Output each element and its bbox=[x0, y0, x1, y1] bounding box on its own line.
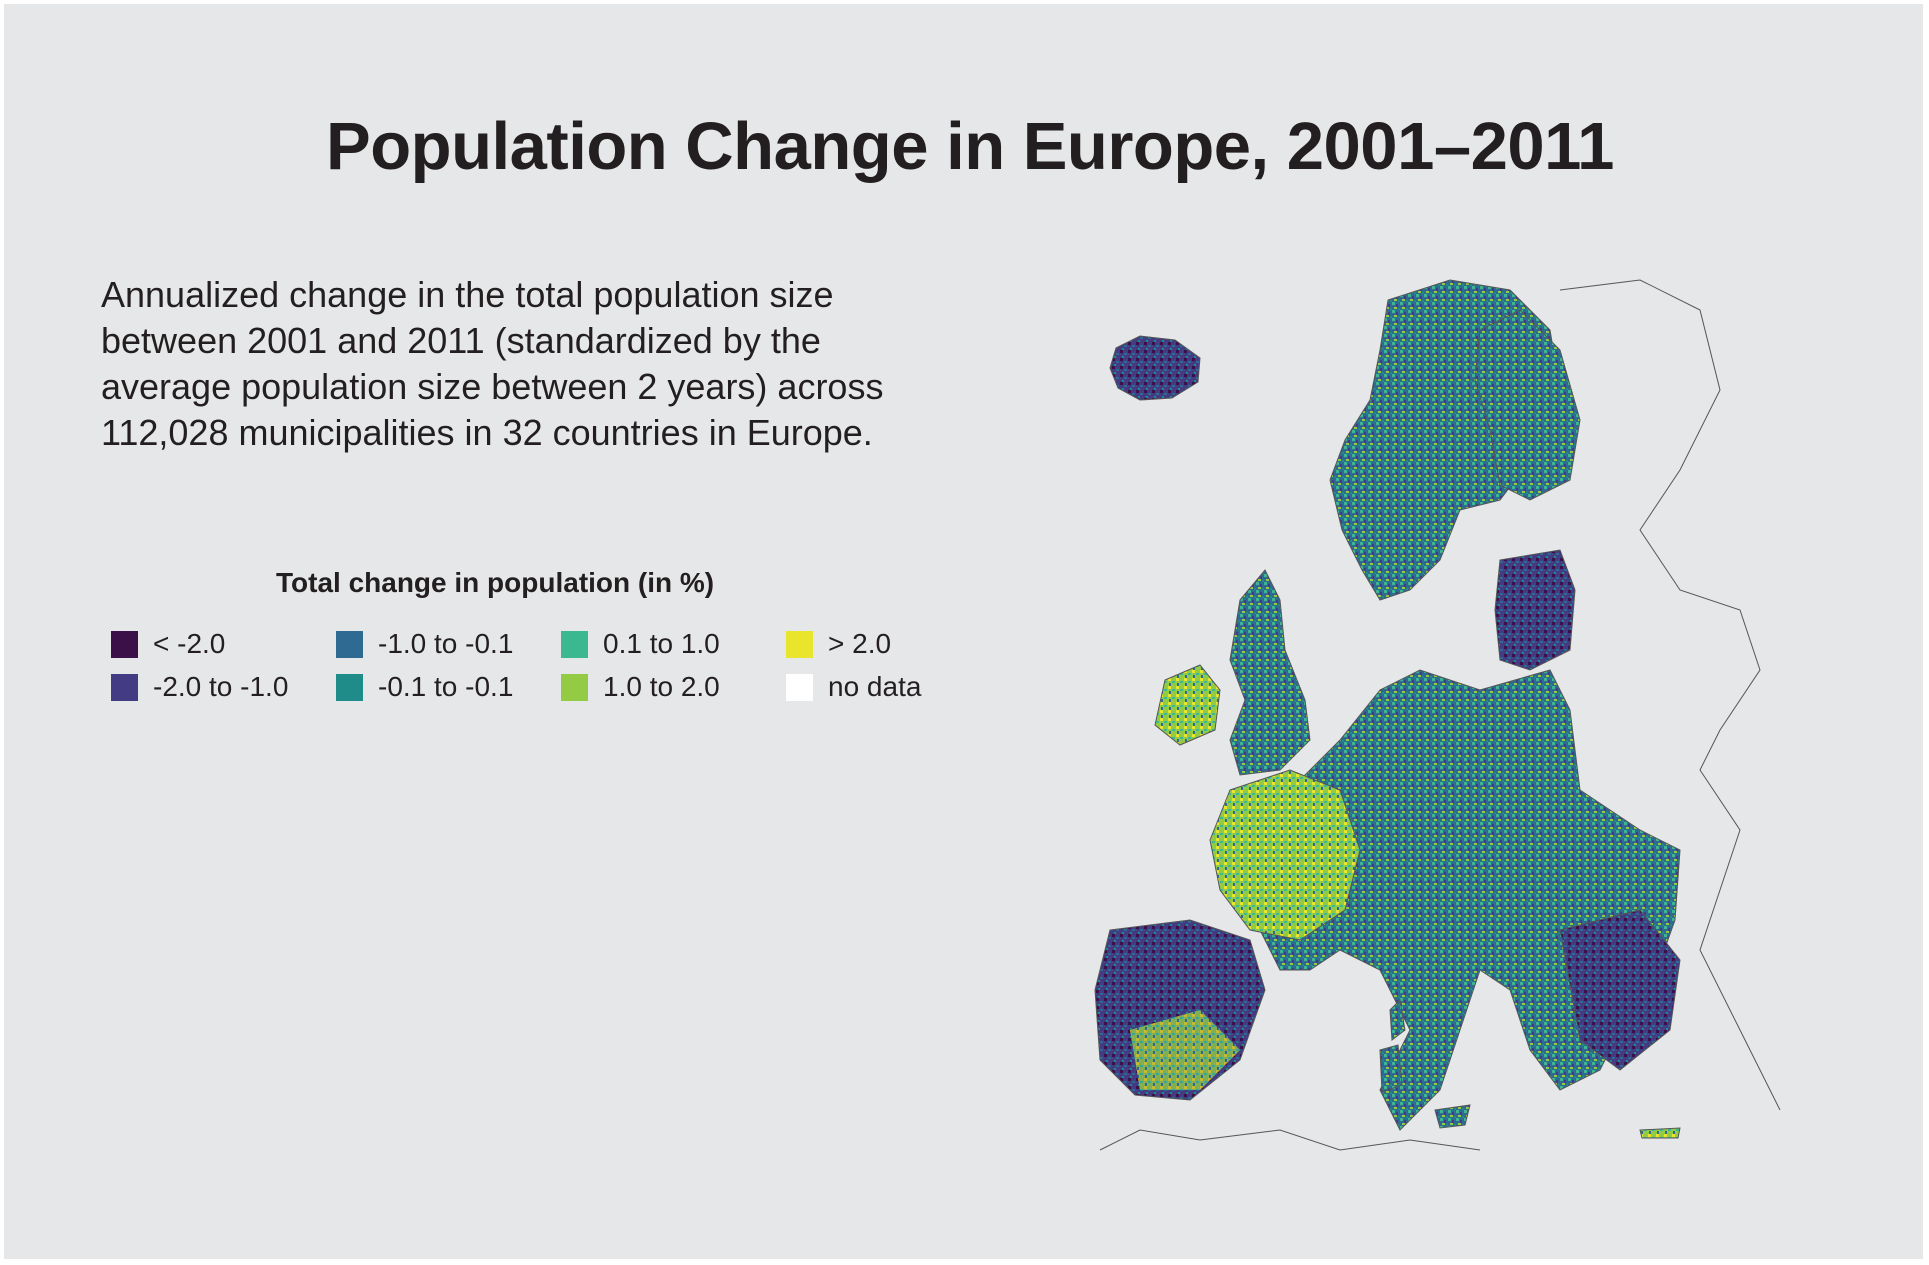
legend-label: > 2.0 bbox=[828, 628, 892, 659]
description-line: between 2001 and 2011 (standardized by t… bbox=[101, 320, 821, 361]
description-line: 112,028 municipalities in 32 countries i… bbox=[101, 412, 873, 453]
description-line: Annualized change in the total populatio… bbox=[101, 274, 834, 315]
legend-label: -1.0 to -0.1 bbox=[378, 628, 514, 659]
legend-item: -0.1 to -0.1 bbox=[336, 671, 514, 702]
legend-swatch bbox=[111, 673, 138, 701]
legend-swatch bbox=[786, 673, 813, 701]
legend-label: no data bbox=[828, 671, 922, 702]
legend-label: 1.0 to 2.0 bbox=[603, 671, 720, 702]
legend-label: 0.1 to 1.0 bbox=[603, 628, 720, 659]
corsica-island bbox=[1389, 998, 1406, 1041]
iceland-region bbox=[1109, 335, 1201, 401]
description: Annualized change in the total populatio… bbox=[101, 272, 1001, 456]
legend-title: Total change in population (in %) bbox=[276, 567, 715, 598]
britain-region bbox=[1229, 569, 1311, 776]
legend-label: < -2.0 bbox=[153, 628, 226, 659]
legend-item: -1.0 to -0.1 bbox=[336, 628, 514, 659]
balkans-region bbox=[1559, 909, 1681, 1071]
neighbour-outline bbox=[1559, 279, 1781, 1111]
legend-item: > 2.0 bbox=[786, 628, 892, 659]
baltic-region bbox=[1494, 549, 1576, 671]
crete-island bbox=[1639, 1127, 1681, 1139]
legend-item: no data bbox=[786, 671, 922, 702]
legend-swatch bbox=[786, 630, 813, 658]
legend-swatch bbox=[561, 630, 588, 658]
europe-map bbox=[1094, 279, 1781, 1151]
legend-item: 0.1 to 1.0 bbox=[561, 628, 720, 659]
legend-item: 1.0 to 2.0 bbox=[561, 671, 720, 702]
page-title: Population Change in Europe, 2001–2011 bbox=[326, 109, 1614, 184]
africa-outline bbox=[1099, 1129, 1481, 1151]
finland-region bbox=[1474, 309, 1581, 501]
continent-region bbox=[1249, 669, 1681, 1131]
legend-item: -2.0 to -1.0 bbox=[111, 671, 289, 702]
sicily-island bbox=[1434, 1104, 1471, 1129]
legend-label: -2.0 to -1.0 bbox=[153, 671, 289, 702]
description-line: average population size between 2 years)… bbox=[101, 366, 884, 407]
legend-swatch bbox=[336, 630, 363, 658]
iberia-south bbox=[1130, 1010, 1240, 1090]
legend-swatch bbox=[336, 673, 363, 701]
legend-label: -0.1 to -0.1 bbox=[378, 671, 514, 702]
sardinia-island bbox=[1379, 1044, 1403, 1093]
ireland-region bbox=[1154, 664, 1221, 746]
legend-swatch bbox=[561, 673, 588, 701]
legend-item: < -2.0 bbox=[111, 628, 226, 659]
france-region bbox=[1209, 769, 1361, 941]
legend-swatch bbox=[111, 630, 138, 658]
